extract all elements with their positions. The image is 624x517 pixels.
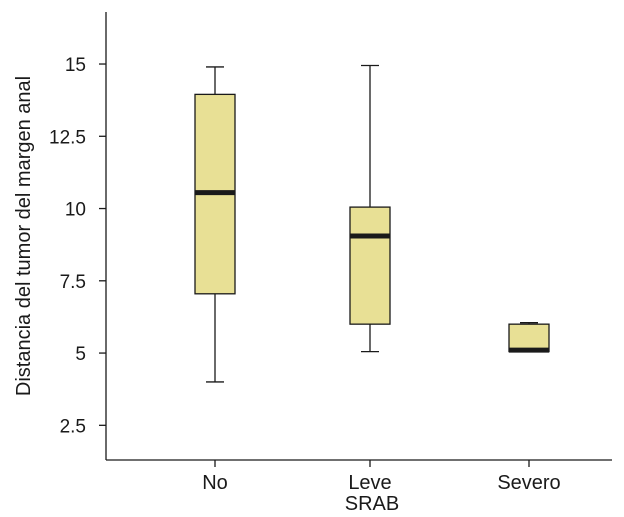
y-axis-label: Distancia del tumor del margen anal <box>13 76 35 396</box>
x-axis-label: SRAB <box>345 493 399 515</box>
box-leve <box>349 64 391 353</box>
x-tick-label: Leve <box>348 472 391 494</box>
y-tick-label: 10 <box>65 200 86 221</box>
y-tick-label: 12.5 <box>49 127 86 148</box>
y-tick-label: 7.5 <box>60 272 86 293</box>
x-tick-label: No <box>202 472 228 494</box>
plot-area: 2.5 5 7.5 10 12.5 15 No Leve Severo <box>49 12 612 494</box>
box-severo <box>508 322 550 353</box>
interquartile-box <box>508 323 550 353</box>
y-tick-label: 2.5 <box>60 416 86 437</box>
x-axis-ticks: No Leve Severo <box>202 460 561 494</box>
x-tick-label: Severo <box>497 472 560 494</box>
box-no <box>194 66 236 383</box>
y-tick-label: 5 <box>75 344 86 365</box>
box-series <box>194 64 550 383</box>
y-axis-ticks: 2.5 5 7.5 10 12.5 15 <box>49 55 106 437</box>
y-tick-label: 15 <box>65 55 86 76</box>
interquartile-box <box>349 206 391 325</box>
